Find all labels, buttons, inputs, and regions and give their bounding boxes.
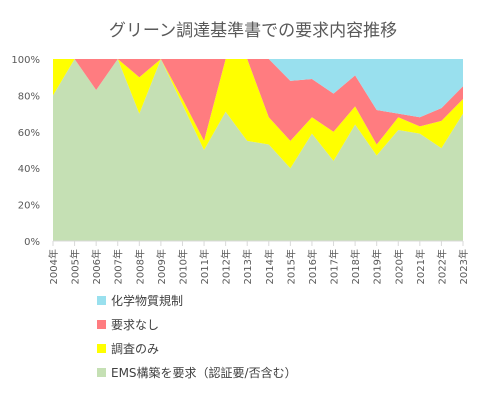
x-tick-label: 2005年 [69, 249, 82, 284]
y-tick-label: 40% [18, 164, 40, 175]
x-tick-label: 2019年 [371, 249, 384, 284]
legend-swatch-3 [97, 296, 106, 305]
x-tick-label: 2017年 [328, 249, 341, 284]
chart-title: グリーン調達基準書での要求内容推移 [109, 21, 397, 41]
x-tick-label: 2009年 [155, 249, 168, 284]
area-series-2 [53, 59, 463, 145]
x-tick-label: 2014年 [263, 249, 276, 284]
legend-label-1: 調査のみ [111, 342, 159, 356]
x-tick-label: 2016年 [306, 249, 319, 284]
plot-areas [53, 59, 463, 241]
x-tick-label: 2018年 [349, 249, 362, 284]
x-tick-label: 2012年 [220, 249, 233, 284]
x-tick-label: 2013年 [241, 249, 254, 284]
x-tick-label: 2008年 [133, 249, 146, 284]
x-tick-label: 2021年 [414, 249, 427, 284]
y-tick-label: 100% [11, 55, 40, 66]
area-series-3 [53, 59, 463, 118]
legend-swatch-2 [97, 320, 106, 329]
x-tick-label: 2011年 [198, 249, 211, 284]
x-tick-label: 2007年 [112, 249, 125, 284]
legend-swatch-1 [97, 344, 106, 353]
legend-swatch-0 [97, 368, 106, 377]
x-tick-label: 2022年 [435, 249, 448, 284]
legend-label-3: 化学物質規制 [111, 293, 183, 308]
legend-label-2: 要求なし [111, 318, 159, 332]
x-tick-label: 2010年 [176, 249, 189, 284]
x-tick-label: 2004年 [47, 249, 60, 284]
x-tick-label: 2020年 [392, 249, 405, 284]
y-tick-label: 20% [18, 201, 40, 212]
area-series-1 [53, 59, 463, 169]
area-series-0 [53, 59, 463, 241]
y-tick-label: 0% [24, 237, 40, 248]
x-tick-label: 2023年 [457, 249, 470, 284]
y-tick-label: 60% [18, 128, 40, 139]
x-tick-label: 2015年 [284, 249, 297, 284]
y-tick-label: 80% [18, 91, 40, 102]
x-tick-label: 2006年 [90, 249, 103, 284]
legend-label-0: EMS構築を要求（認証要/否含む） [111, 365, 297, 380]
axes: 0% 20% 40% 60% 80% 100% 2004年 2005年 2006年 2007年 20… [11, 55, 470, 284]
